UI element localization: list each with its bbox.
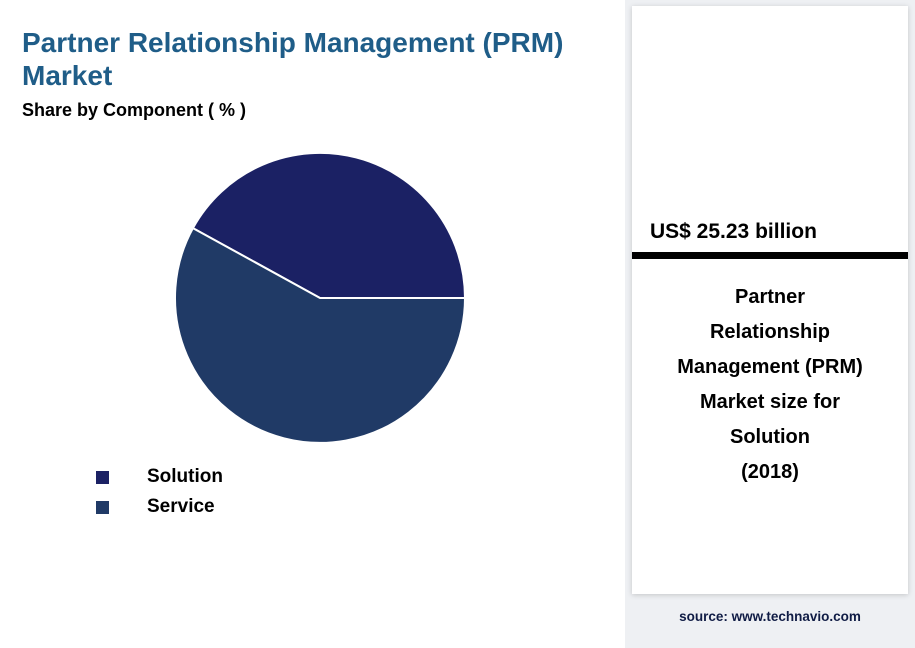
chart-title: Partner Relationship Management (PRM) Ma… xyxy=(22,27,564,92)
stat-description: Partner Relationship Management (PRM) Ma… xyxy=(632,280,908,490)
stat-card: US$ 25.23 billion Partner Relationship M… xyxy=(632,6,908,594)
legend-swatch-service xyxy=(96,500,109,514)
legend-item-solution: Solution xyxy=(96,462,223,492)
source-text: source: www.technavio.com xyxy=(679,609,861,624)
pie-chart-svg xyxy=(174,151,466,444)
divider-bar xyxy=(632,252,908,259)
stat-description-line: (2018) xyxy=(741,461,799,483)
chart-legend: Solution Service xyxy=(96,462,223,522)
chart-subtitle: Share by Component ( % ) xyxy=(22,100,247,120)
stat-value: US$ 25.23 billion xyxy=(650,220,817,243)
legend-label-service: Service xyxy=(147,496,215,517)
pie-slice-solution xyxy=(191,151,466,299)
legend-item-service: Service xyxy=(96,492,223,522)
pie-slice-service xyxy=(174,227,466,444)
stat-description-line: Market size for xyxy=(699,391,841,413)
stat-description-line: Partner xyxy=(734,286,806,308)
stat-description-line: Management (PRM) xyxy=(677,356,863,378)
legend-label-solution: Solution xyxy=(147,466,223,487)
chart-panel: Partner Relationship Management (PRM) Ma… xyxy=(0,0,625,648)
pie-chart xyxy=(170,148,470,448)
legend-swatch-solution xyxy=(96,470,109,484)
stat-description-line: Relationship xyxy=(709,321,830,343)
stat-description-line: Solution xyxy=(730,426,810,448)
